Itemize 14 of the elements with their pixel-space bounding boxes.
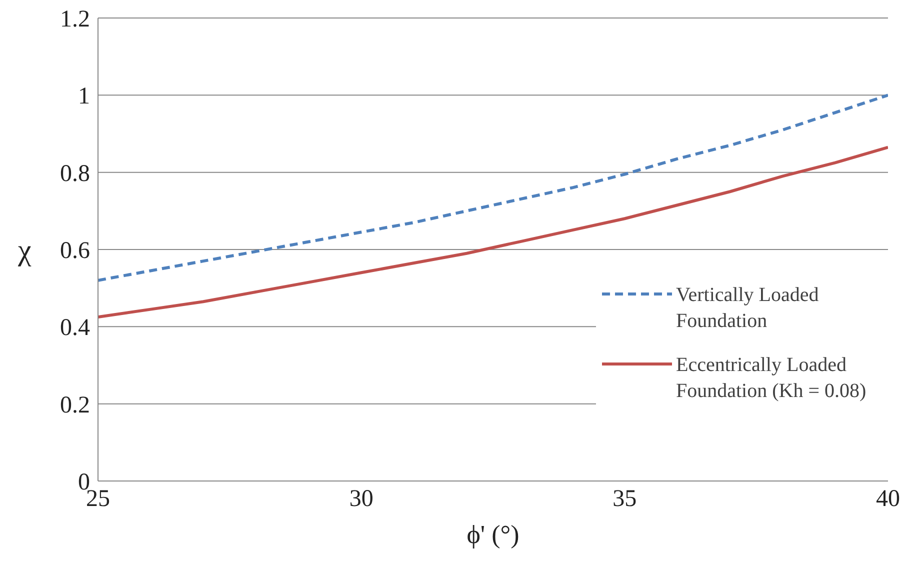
y-axis-title: χ <box>17 234 32 268</box>
y-tick-label: 0.2 <box>60 392 90 418</box>
y-tick-label: 0.4 <box>60 315 90 342</box>
line-series <box>98 94 888 282</box>
y-tick-label: 0.6 <box>60 238 90 264</box>
x-axis-title: ϕ' (°) <box>466 520 520 549</box>
y-tick-label: 1.2 <box>60 6 90 33</box>
legend-label: Vertically Loaded Foundation <box>676 283 820 334</box>
x-tick-label: 35 <box>612 486 637 512</box>
x-tick-label: 40 <box>876 486 900 512</box>
y-tick-label: 1 <box>78 84 90 110</box>
y-tick-label: 0.8 <box>60 160 90 187</box>
x-tick-label: 30 <box>349 486 374 512</box>
legend-label: Eccentrically Loaded Foundation (Kh = 0.08) <box>676 353 868 404</box>
